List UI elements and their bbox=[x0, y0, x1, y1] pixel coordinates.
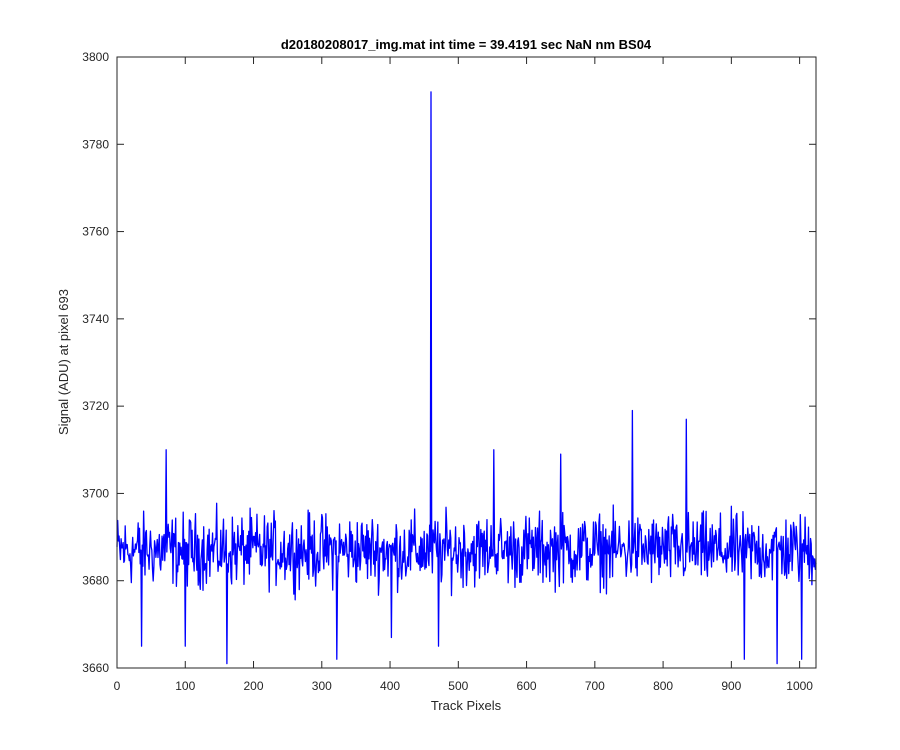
x-tick-label: 900 bbox=[721, 679, 741, 693]
x-tick-label: 700 bbox=[585, 679, 605, 693]
y-tick-label: 3780 bbox=[82, 137, 109, 151]
x-tick-label: 600 bbox=[517, 679, 537, 693]
y-axis-label: Signal (ADU) at pixel 693 bbox=[56, 289, 71, 435]
x-tick-label: 0 bbox=[114, 679, 121, 693]
x-tick-label: 1000 bbox=[786, 679, 813, 693]
y-tick-label: 3720 bbox=[82, 399, 109, 413]
x-axis-label: Track Pixels bbox=[431, 698, 502, 713]
y-tick-label: 3680 bbox=[82, 574, 109, 588]
y-tick-label: 3700 bbox=[82, 486, 109, 500]
x-tick-label: 800 bbox=[653, 679, 673, 693]
y-tick-label: 3760 bbox=[82, 225, 109, 239]
series-layer bbox=[116, 91, 817, 665]
x-axis: 0 100 200 300 400 500 600 700 800 900 1000 bbox=[114, 57, 813, 693]
x-tick-label: 400 bbox=[380, 679, 400, 693]
x-tick-label: 500 bbox=[448, 679, 468, 693]
signal-series-line bbox=[116, 91, 817, 665]
x-tick-label: 300 bbox=[312, 679, 332, 693]
y-axis: 3660 3680 3700 3720 3740 3760 3780 3800 bbox=[82, 50, 816, 675]
y-tick-label: 3740 bbox=[82, 312, 109, 326]
y-tick-label: 3660 bbox=[82, 661, 109, 675]
y-tick-label: 3800 bbox=[82, 50, 109, 64]
x-tick-label: 100 bbox=[175, 679, 195, 693]
chart-title: d20180208017_img.mat int time = 39.4191 … bbox=[281, 37, 652, 52]
x-tick-label: 200 bbox=[244, 679, 264, 693]
axes-box bbox=[116, 56, 817, 669]
